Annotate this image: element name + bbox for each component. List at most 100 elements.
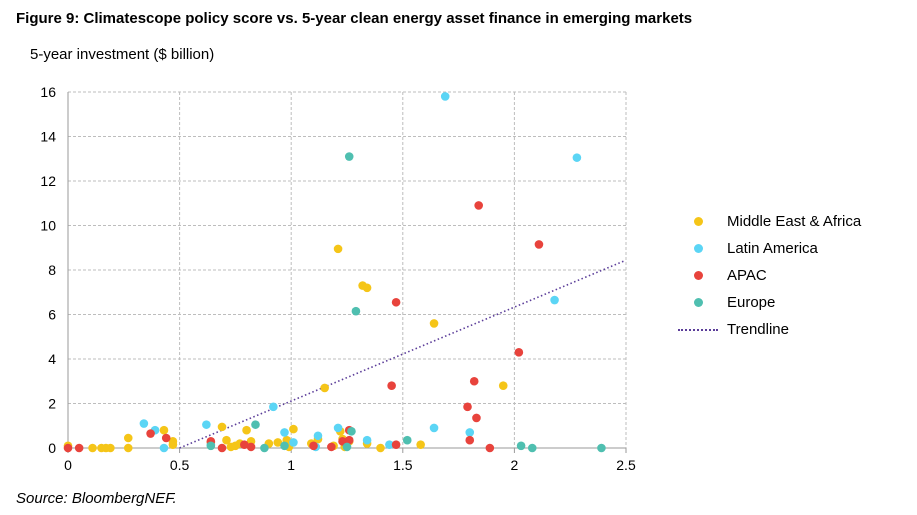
point-latin-america (362, 435, 372, 445)
legend-item-europe: Europe (678, 289, 861, 316)
point-middle-east-africa (88, 443, 97, 453)
point-latin-america (440, 92, 450, 101)
point-apac (463, 402, 472, 412)
points-layer (63, 92, 606, 453)
y-tick-label: 14 (40, 129, 56, 145)
point-apac (246, 442, 256, 452)
y-tick-label: 2 (48, 396, 56, 412)
legend-marker-latam (693, 244, 703, 253)
point-middle-east-africa (498, 381, 508, 391)
point-apac (514, 348, 524, 357)
point-apac (391, 440, 401, 449)
point-latin-america (269, 402, 278, 412)
point-apac (387, 381, 396, 391)
point-middle-east-africa (333, 244, 343, 254)
point-europe (260, 443, 269, 453)
point-apac (472, 413, 481, 423)
point-latin-america (159, 443, 169, 453)
point-europe (206, 441, 216, 451)
point-apac (344, 435, 354, 445)
point-apac (474, 201, 483, 210)
point-middle-east-africa (320, 383, 329, 393)
y-axis-label: 5-year investment ($ billion) (30, 46, 215, 63)
trendline (179, 260, 625, 449)
point-latin-america (429, 423, 439, 433)
point-latin-america (313, 431, 323, 441)
point-middle-east-africa (242, 425, 251, 435)
x-tick-label: 0.5 (170, 457, 190, 473)
point-latin-america (465, 428, 475, 437)
y-tick-label: 12 (40, 173, 56, 189)
point-middle-east-africa (362, 283, 372, 293)
y-tick-label: 10 (40, 218, 56, 234)
x-tick-label: 1.5 (393, 457, 413, 473)
point-europe (344, 152, 354, 161)
point-latin-america (289, 438, 298, 447)
point-apac (161, 433, 171, 443)
point-middle-east-africa (123, 443, 133, 453)
point-apac (469, 376, 479, 386)
legend-label-trendline: Trendline (727, 321, 789, 338)
point-apac (63, 443, 73, 453)
y-tick-label: 4 (48, 351, 56, 367)
y-tick-label: 16 (40, 84, 56, 100)
x-tick-label: 2.5 (616, 457, 636, 473)
y-tick-label: 8 (48, 262, 56, 278)
legend-item-apac: APAC (678, 262, 861, 289)
x-tick-label: 2 (511, 457, 519, 473)
legend-item-mea: Middle East & Africa (678, 208, 861, 235)
point-middle-east-africa (159, 425, 169, 435)
point-latin-america (139, 419, 149, 428)
point-europe (342, 442, 352, 452)
legend-label-latam: Latin America (727, 240, 818, 257)
legend-item-latam: Latin America (678, 235, 861, 262)
x-tick-label: 1 (287, 457, 295, 473)
point-middle-east-africa (273, 438, 283, 447)
point-middle-east-africa (222, 435, 231, 445)
point-middle-east-africa (217, 422, 227, 432)
point-latin-america (202, 420, 211, 429)
y-tick-label: 0 (48, 440, 56, 456)
x-tick-label: 0 (64, 457, 72, 473)
tick-labels: 0 2 4 6 8 10 12 14 16 0 0.5 1 1.5 2 2.5 (40, 84, 636, 473)
point-apac (309, 441, 318, 451)
point-europe (347, 427, 356, 436)
legend-marker-apac (693, 271, 703, 280)
point-middle-east-africa (289, 424, 298, 434)
point-europe (351, 306, 361, 316)
point-middle-east-africa (429, 319, 439, 328)
point-middle-east-africa (106, 443, 115, 453)
legend-label-europe: Europe (727, 294, 776, 311)
trendline-layer (179, 260, 625, 449)
point-middle-east-africa (376, 443, 385, 453)
legend-label-apac: APAC (727, 267, 767, 284)
source-note: Source: BloombergNEF. (16, 490, 177, 507)
legend-item-trendline: Trendline (678, 316, 861, 343)
point-apac (485, 443, 495, 453)
point-apac (534, 240, 544, 249)
legend: Middle East & Africa Latin America APAC … (678, 208, 861, 343)
legend-marker-europe (693, 298, 703, 307)
point-apac (74, 443, 84, 453)
point-latin-america (280, 428, 289, 437)
gridlines (67, 91, 627, 453)
point-latin-america (572, 153, 582, 162)
point-middle-east-africa (123, 433, 133, 443)
point-europe (280, 441, 289, 451)
point-middle-east-africa (416, 440, 425, 449)
point-latin-america (333, 423, 343, 433)
point-latin-america (550, 295, 559, 305)
point-apac (146, 429, 155, 438)
legend-marker-trendline (678, 328, 718, 331)
point-europe (251, 420, 260, 429)
point-middle-east-africa (168, 437, 178, 446)
point-apac (391, 297, 401, 307)
legend-marker-mea (693, 217, 703, 226)
point-europe (597, 443, 606, 453)
point-europe (402, 435, 412, 445)
point-apac (217, 443, 227, 453)
point-apac (327, 442, 336, 452)
legend-label-mea: Middle East & Africa (727, 213, 862, 230)
chart-title: Figure 9: Climatescope policy score vs. … (16, 10, 693, 27)
